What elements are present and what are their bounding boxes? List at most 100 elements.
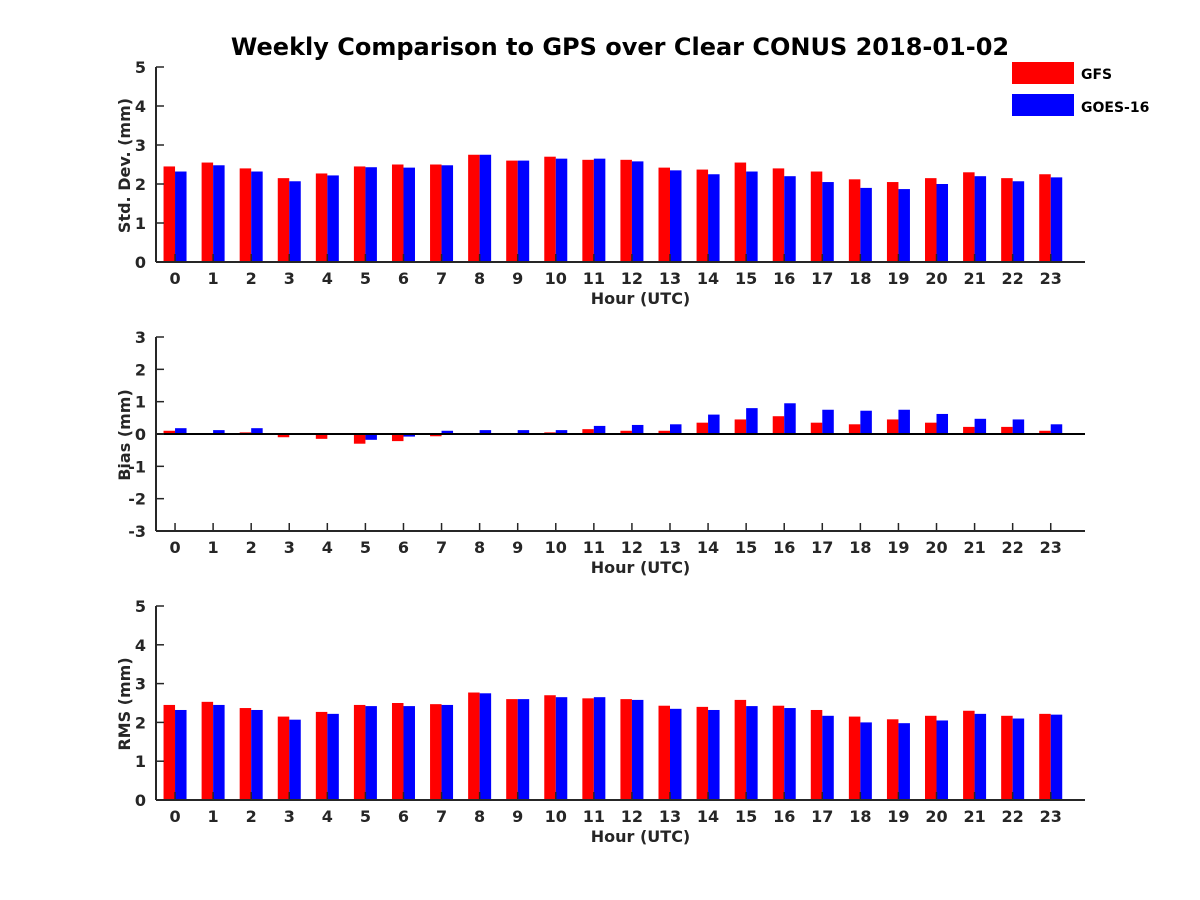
- bar-gfs-hour-11: [582, 159, 594, 262]
- bar-goes16-hour-19: [898, 409, 910, 434]
- x-tick-label: 7: [436, 538, 447, 557]
- x-axis-label: Hour (UTC): [591, 558, 691, 577]
- bar-gfs-hour-2: [239, 168, 252, 262]
- bar-goes16-hour-20: [936, 184, 949, 262]
- x-tick-label: 1: [208, 807, 219, 826]
- bar-goes16-hour-8: [479, 430, 492, 434]
- x-tick-label: 6: [398, 269, 409, 288]
- bar-goes16-hour-12: [631, 424, 644, 434]
- bar-gfs-hour-22: [1001, 715, 1013, 800]
- bar-gfs-hour-18: [848, 424, 861, 434]
- x-tick-label: 11: [583, 269, 605, 288]
- bar-goes16-hour-16: [784, 176, 796, 262]
- x-tick-label: 12: [621, 269, 643, 288]
- bar-goes16-hour-11: [593, 697, 606, 800]
- y-tick-label: 3: [135, 328, 146, 347]
- y-tick-label: 1: [135, 752, 146, 771]
- bar-gfs-hour-17: [810, 422, 823, 434]
- bar-gfs-hour-20: [925, 178, 937, 262]
- y-axis-label: Std. Dev. (mm): [115, 98, 134, 233]
- bar-goes16-hour-7: [441, 165, 454, 262]
- chart-title: Weekly Comparison to GPS over Clear CONU…: [231, 33, 1009, 61]
- bar-goes16-hour-2: [251, 428, 263, 434]
- bar-goes16-hour-23: [1050, 714, 1063, 800]
- bar-gfs-hour-21: [963, 172, 975, 262]
- bar-gfs-hour-16: [772, 168, 785, 262]
- bar-goes16-hour-13: [670, 708, 682, 800]
- x-tick-label: 8: [474, 807, 485, 826]
- bar-goes16-hour-18: [860, 410, 872, 434]
- bar-gfs-hour-14: [696, 169, 709, 262]
- x-tick-label: 14: [697, 807, 719, 826]
- bar-gfs-hour-9: [506, 160, 518, 262]
- x-tick-label: 4: [322, 807, 333, 826]
- x-tick-label: 5: [360, 538, 371, 557]
- x-tick-label: 15: [735, 538, 757, 557]
- legend-label-gfs: GFS: [1081, 67, 1112, 83]
- bar-goes16-hour-14: [708, 414, 720, 434]
- bar-goes16-hour-23: [1050, 177, 1063, 262]
- x-tick-label: 15: [735, 807, 757, 826]
- bar-gfs-hour-19: [886, 419, 899, 434]
- x-tick-label: 3: [284, 269, 295, 288]
- x-tick-label: 20: [925, 538, 947, 557]
- bar-goes16-hour-22: [1012, 718, 1025, 800]
- bar-gfs-hour-23: [1039, 174, 1051, 262]
- bar-goes16-hour-1: [213, 430, 225, 434]
- bar-gfs-hour-18: [848, 179, 861, 262]
- bar-goes16-hour-10: [555, 158, 568, 262]
- x-tick-label: 21: [963, 807, 985, 826]
- bar-gfs-hour-22: [1001, 178, 1013, 262]
- x-tick-label: 13: [659, 807, 681, 826]
- bar-gfs-hour-1: [201, 162, 214, 262]
- y-tick-label: -1: [128, 457, 146, 476]
- bar-goes16-hour-19: [898, 189, 910, 262]
- bar-gfs-hour-17: [810, 709, 823, 800]
- bar-gfs-hour-5: [353, 166, 366, 262]
- bar-goes16-hour-3: [289, 181, 301, 262]
- x-tick-label: 22: [1002, 807, 1024, 826]
- bar-gfs-hour-4: [315, 711, 328, 800]
- bar-gfs-hour-23: [1039, 713, 1051, 800]
- bar-goes16-hour-11: [593, 158, 606, 262]
- y-tick-label: 4: [135, 636, 146, 655]
- bar-goes16-hour-21: [974, 713, 987, 800]
- x-tick-label: 18: [849, 807, 871, 826]
- bar-gfs-hour-13: [658, 705, 670, 800]
- x-tick-label: 1: [208, 538, 219, 557]
- bar-goes16-hour-0: [175, 171, 187, 262]
- bar-goes16-hour-10: [555, 430, 568, 434]
- bar-goes16-hour-0: [175, 428, 187, 434]
- y-tick-label: 1: [135, 214, 146, 233]
- x-tick-label: 23: [1040, 269, 1062, 288]
- x-tick-label: 10: [545, 269, 567, 288]
- x-axis-label: Hour (UTC): [591, 827, 691, 846]
- x-tick-label: 14: [697, 269, 719, 288]
- x-tick-label: 14: [697, 538, 719, 557]
- y-tick-label: 0: [135, 253, 146, 272]
- x-tick-label: 11: [583, 807, 605, 826]
- y-tick-label: 3: [135, 675, 146, 694]
- bar-gfs-hour-14: [696, 706, 709, 800]
- x-tick-label: 0: [169, 538, 180, 557]
- legend: GFS GOES-16: [1012, 62, 1149, 116]
- bar-goes16-hour-15: [746, 408, 758, 434]
- bar-gfs-hour-16: [772, 705, 785, 800]
- bar-goes16-hour-1: [213, 165, 225, 262]
- x-tick-label: 6: [398, 538, 409, 557]
- bar-goes16-hour-5: [365, 167, 377, 262]
- bar-goes16-hour-8: [479, 154, 492, 262]
- bar-goes16-hour-12: [631, 161, 644, 262]
- bar-gfs-hour-23: [1039, 430, 1051, 434]
- bar-goes16-hour-11: [593, 425, 606, 434]
- bar-goes16-hour-6: [403, 706, 415, 800]
- bar-goes16-hour-5: [365, 434, 377, 440]
- bar-goes16-hour-6: [403, 434, 415, 437]
- x-tick-label: 6: [398, 807, 409, 826]
- x-tick-label: 0: [169, 269, 180, 288]
- bar-gfs-hour-12: [620, 430, 632, 434]
